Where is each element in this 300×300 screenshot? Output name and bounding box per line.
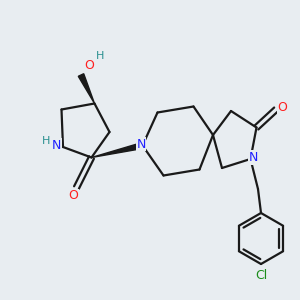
Text: O: O <box>85 59 94 72</box>
Polygon shape <box>78 74 94 103</box>
Text: O: O <box>69 189 78 203</box>
Text: N: N <box>52 139 61 152</box>
Polygon shape <box>92 142 143 158</box>
Text: H: H <box>42 136 51 146</box>
Text: N: N <box>249 151 258 164</box>
Text: H: H <box>96 51 105 62</box>
Text: O: O <box>278 100 287 114</box>
Text: Cl: Cl <box>255 269 267 282</box>
Text: N: N <box>136 137 146 151</box>
